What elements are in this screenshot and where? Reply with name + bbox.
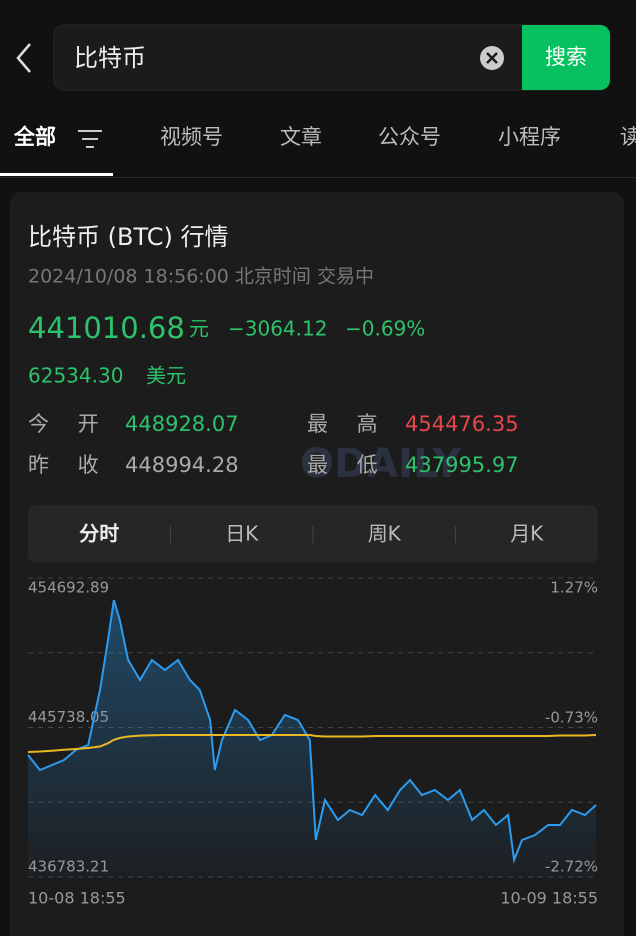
line [27,599,597,864]
x-tick-label: 10-08 18:55 [28,889,126,908]
usd-price: 62534.30 [28,364,123,388]
filter-icon[interactable] [78,130,102,148]
tab-underline [0,173,113,176]
x-tick-label: 10-09 18:55 [500,889,598,908]
price-unit: 元 [189,317,209,341]
tab[interactable]: 读 [620,125,636,149]
period-tab[interactable]: 日K [225,522,259,546]
price: 441010.68 [28,311,185,345]
line [27,734,597,753]
back-button[interactable] [16,43,31,73]
stat-value: 437995.97 [405,453,519,477]
area [28,600,597,877]
stat-value: 454476.35 [405,412,519,436]
stat-label: 最 高 [307,412,378,436]
stat-label: 今 开 [28,412,99,436]
divider [0,177,636,178]
y2-tick-label: -0.73% [545,708,598,726]
clear-icon [486,52,498,64]
usd-unit: 美元 [146,364,186,388]
search-query: 比特币 [74,44,146,72]
card-title: 比特币 (BTC) 行情 [28,223,228,251]
tab[interactable]: 文章 [280,125,322,149]
search-button-label: 搜索 [545,45,587,69]
y2-tick-label: 1.27% [550,579,598,597]
change-pct: −0.69% [345,317,425,341]
stat-label: 最 低 [307,453,378,477]
tab[interactable]: 全部 [13,125,56,149]
timestamp: 2024/10/08 18:56:00 北京时间 交易中 [28,266,374,288]
tab[interactable]: 公众号 [378,125,441,149]
stat-value: 448928.07 [125,412,239,436]
search-button[interactable] [522,25,610,90]
watermark: ODAILY [300,441,462,487]
change: −3064.12 [228,317,327,341]
tab[interactable]: 小程序 [498,125,561,149]
stat-value: 448994.28 [125,453,239,477]
period-tab[interactable]: 分时 [79,522,119,546]
tab[interactable]: 视频号 [160,125,223,149]
y-tick-label: 454692.89 [28,579,109,597]
y-tick-label: 445738.05 [28,708,109,726]
stat-label: 昨 收 [28,453,99,477]
period-tab[interactable]: 月K [510,522,544,546]
period-tab[interactable]: 周K [368,522,402,546]
